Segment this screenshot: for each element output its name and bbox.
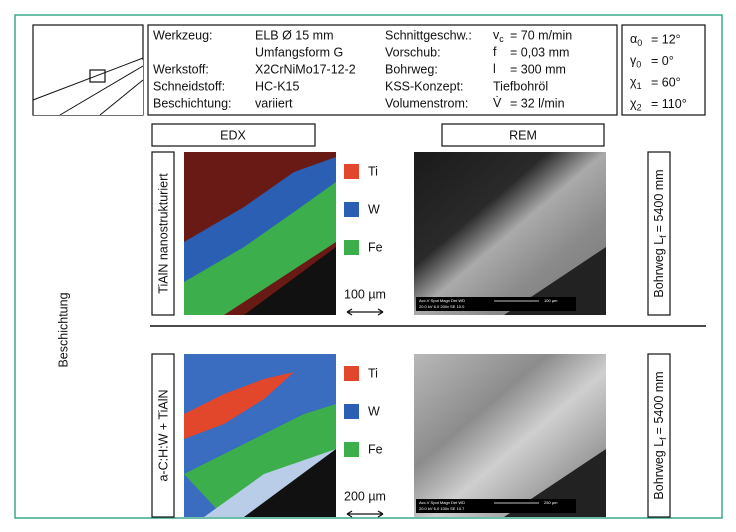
legend-swatch (344, 202, 359, 217)
edx-image (184, 354, 336, 517)
param-value: = 300 mm (510, 62, 566, 76)
sem-info: 20.0 kV 6.0 100x SE 10.7 (419, 506, 465, 511)
legend-swatch (344, 366, 359, 381)
sem-info: 20.0 kV 6.0 200x SE 10.0 (419, 304, 465, 309)
scale-label: 200 µm (344, 489, 386, 503)
param-label: Werkzeug: (153, 28, 213, 42)
param-label: Werkstoff: (153, 62, 209, 76)
param-value: HC-K15 (255, 79, 300, 93)
param-label: Bohrweg: (385, 62, 438, 76)
column-title: EDX (220, 128, 246, 142)
legend-label: Ti (368, 366, 378, 380)
subscript: c (499, 34, 504, 44)
sem-info: Acc.V Spot Magn Det WD (419, 298, 465, 303)
edx-image (184, 152, 336, 315)
symbol: V̇ (493, 96, 502, 110)
param-value: = 0,03 mm (510, 45, 569, 59)
sem-scale: 250 µm (544, 500, 558, 505)
sem-info: Acc.V Spot Magn Det WD (419, 500, 465, 505)
column-title: REM (509, 128, 537, 142)
param-value: = 70 m/min (510, 28, 572, 42)
symbol-text: f (493, 45, 497, 59)
legend-swatch (344, 240, 359, 255)
param-label: Beschichtung: (153, 96, 232, 110)
scale-label: 100 µm (344, 287, 386, 301)
symbol-text: V̇ (493, 96, 502, 110)
symbol-text: l (493, 62, 496, 76)
param-value: = 32 l/min (510, 96, 565, 110)
coating-label: a-C:H:W + TiAlN (156, 389, 170, 481)
param-value: = 12° (651, 32, 681, 46)
subscript: 0 (636, 60, 641, 70)
symbol: l (493, 62, 496, 76)
legend-swatch (344, 404, 359, 419)
param-label: Vorschub: (385, 45, 441, 59)
path-label-text: Bohrweg L (652, 440, 666, 500)
subscript: 0 (637, 38, 642, 48)
param-label: Schnittgeschw.: (385, 28, 472, 42)
symbol: f (493, 45, 497, 59)
sem-scale: 100 µm (544, 298, 558, 303)
path-label-text: Bohrweg L (652, 238, 666, 298)
legend-swatch (344, 164, 359, 179)
param-label: Volumenstrom: (385, 96, 468, 110)
param-value: = 60° (651, 75, 681, 89)
legend-label: Fe (368, 240, 383, 254)
legend-swatch (344, 442, 359, 457)
param-value: ELB Ø 15 mm (255, 28, 334, 42)
side-label: Beschichtung (56, 292, 70, 367)
param-value: X2CrNiMo17-12-2 (255, 62, 356, 76)
symbol-text: α (630, 32, 637, 46)
subscript: 2 (637, 103, 642, 113)
figure: Werkzeug: ELB Ø 15 mm Umfangsform G Werksto… (0, 0, 736, 532)
param-label: Schneidstoff: (153, 79, 225, 93)
coating-label: TiAlN nanostrukturiert (156, 173, 170, 294)
legend-label: W (368, 404, 380, 418)
path-value: = 5400 mm (652, 371, 666, 434)
legend-label: W (368, 202, 380, 216)
legend-label: Ti (368, 164, 378, 178)
path-value: = 5400 mm (652, 169, 666, 232)
param-value: = 0° (651, 54, 674, 68)
param-label: KSS-Konzept: (385, 79, 464, 93)
subscript: 1 (637, 81, 642, 91)
param-value: variiert (255, 96, 293, 110)
param-value: Tiefbohröl (493, 79, 548, 93)
legend-label: Fe (368, 442, 383, 456)
param-value: Umfangsform G (255, 45, 343, 59)
param-value: = 110° (651, 97, 687, 111)
